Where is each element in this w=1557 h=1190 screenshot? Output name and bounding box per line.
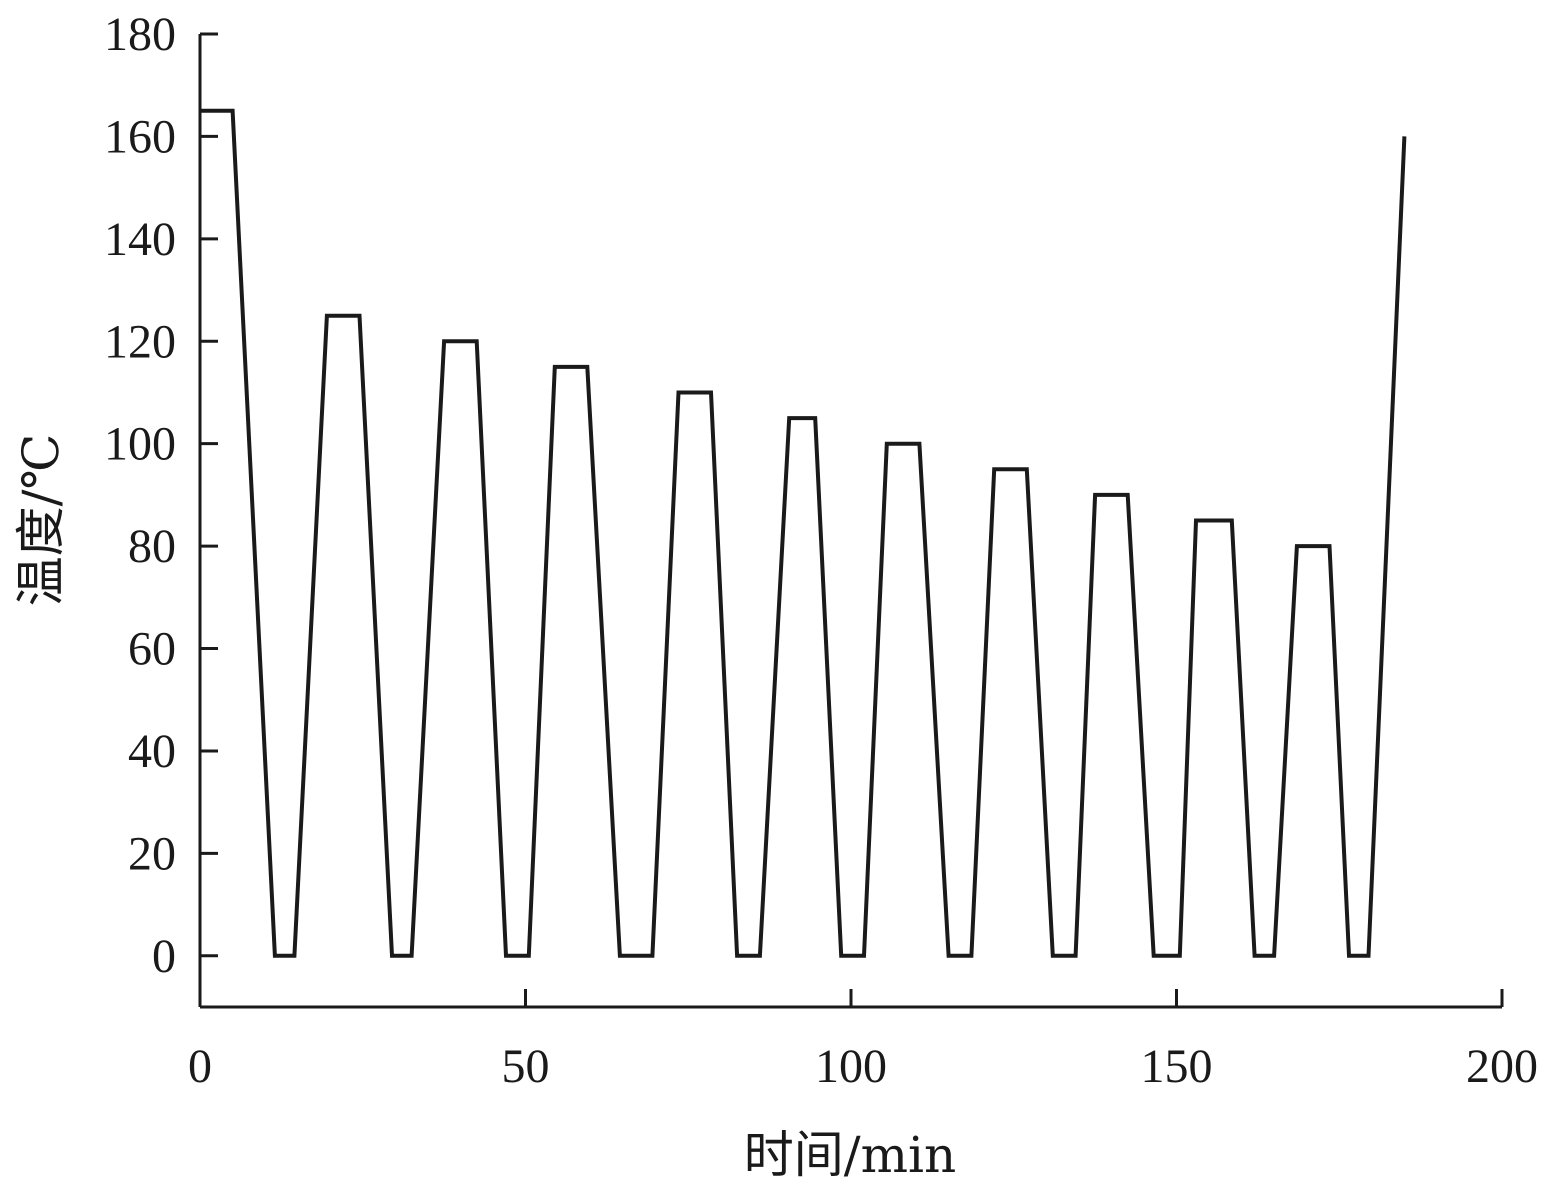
x-tick-label: 200 xyxy=(1466,1040,1538,1093)
y-tick-label: 180 xyxy=(104,8,176,61)
y-tick-label: 160 xyxy=(104,110,176,163)
temperature-series-line xyxy=(200,108,1407,958)
x-tick-label: 100 xyxy=(815,1040,887,1093)
y-tick-label: 80 xyxy=(128,520,176,573)
y-tick-label: 40 xyxy=(128,725,176,778)
x-ticks: 0 50 100 150 200 xyxy=(188,989,1538,1093)
x-axis-title: 时间/min xyxy=(744,1126,956,1184)
y-axis-title: 温度/℃ xyxy=(12,434,70,607)
y-tick-label: 20 xyxy=(128,827,176,880)
x-tick-label: 0 xyxy=(188,1040,212,1093)
y-tick-label: 60 xyxy=(128,623,176,676)
x-tick-label: 150 xyxy=(1141,1040,1213,1093)
y-ticks: 0 20 40 60 80 100 120 140 160 180 xyxy=(104,8,218,983)
y-tick-label: 0 xyxy=(152,930,176,983)
y-tick-label: 120 xyxy=(104,315,176,368)
x-tick-label: 50 xyxy=(502,1040,550,1093)
y-tick-label: 100 xyxy=(104,418,176,471)
y-tick-label: 140 xyxy=(104,213,176,266)
